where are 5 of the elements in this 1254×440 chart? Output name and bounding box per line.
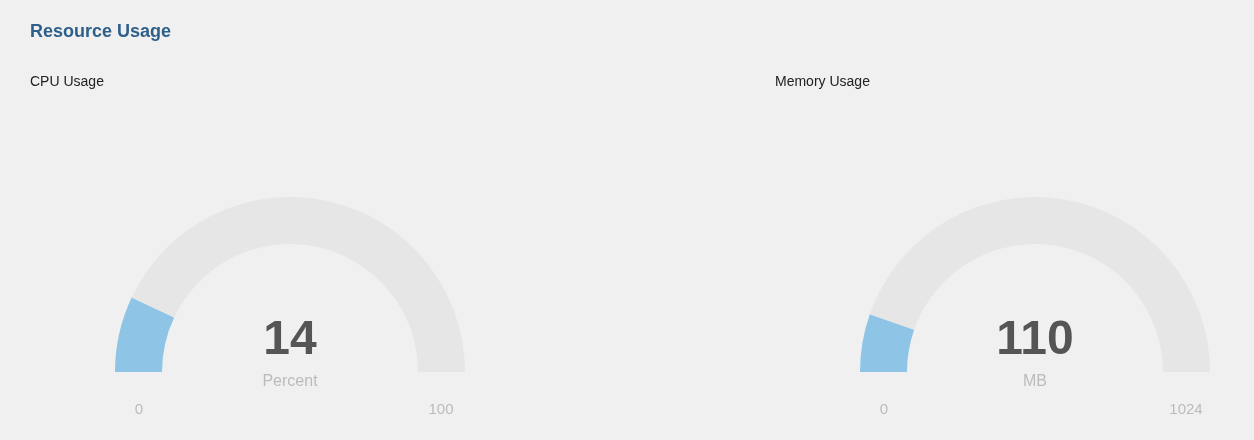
chart-title: Memory Usage (775, 73, 871, 89)
chart-subtitle: CPU Usage (30, 73, 105, 89)
text: 14 (263, 311, 317, 364)
text: 110 (996, 311, 1074, 364)
chart-title: Resource Usage (30, 21, 172, 41)
